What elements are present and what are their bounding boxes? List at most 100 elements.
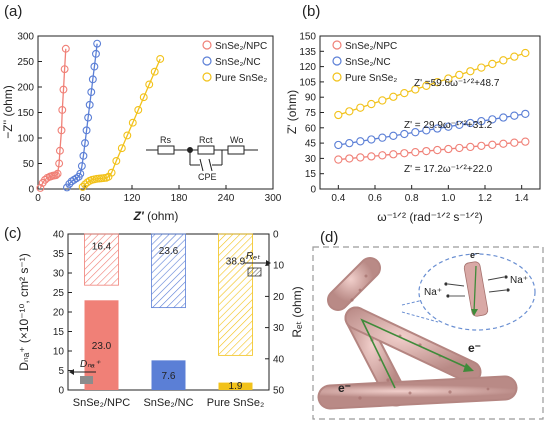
y-tick-label: 200 bbox=[17, 83, 34, 94]
fit-equation-npc: Z' = 17.2ω⁻¹ᐟ²+22.0 bbox=[404, 164, 493, 175]
bar-dna-snse-npc bbox=[84, 300, 119, 390]
legend-entry-npc-b: SnSe₂/NPC bbox=[345, 41, 397, 52]
y-tick-label: 100 bbox=[17, 134, 34, 145]
data-point-pure-snse bbox=[107, 168, 116, 177]
y-tick-label-right: 20 bbox=[273, 292, 285, 303]
x-tick-label: 0.8 bbox=[405, 193, 419, 204]
data-point-snse-nc bbox=[87, 88, 96, 97]
data-point-snse-nc bbox=[400, 129, 409, 139]
legend-rct: Rₑₜ bbox=[244, 251, 271, 277]
data-point-snse-npc bbox=[444, 144, 453, 154]
data-point-snse-npc bbox=[433, 145, 442, 155]
bar-rct-snse-nc bbox=[151, 233, 186, 309]
data-point-snse-npc bbox=[422, 146, 431, 156]
y-tick-label-left: 30 bbox=[53, 269, 65, 280]
fit-equation-nc: Z' = 29.9ω⁻¹ᐟ²+31.2 bbox=[404, 120, 493, 131]
bars-group-c: 16.4 23.0 23.6 7.6 38.9 1.9 bbox=[84, 233, 253, 392]
data-point-snse-nc bbox=[466, 118, 475, 128]
data-point-snse-npc bbox=[60, 65, 69, 74]
panel-label-c: (c) bbox=[4, 225, 22, 242]
bar-label-dna: 23.0 bbox=[92, 341, 112, 352]
sodium-label-right: Na⁺ bbox=[510, 275, 528, 286]
data-point-pure-snse bbox=[83, 178, 92, 187]
circuit-label-wo: Wo bbox=[230, 135, 243, 145]
data-point-snse-nc bbox=[81, 139, 89, 148]
data-point-snse-nc bbox=[82, 126, 91, 135]
data-point-snse-nc bbox=[72, 174, 81, 183]
x-tick-label: 1.2 bbox=[478, 193, 492, 204]
data-point-pure-snse bbox=[145, 80, 154, 89]
x-tick-label: 0.6 bbox=[368, 193, 382, 204]
x-tick-label: 60 bbox=[79, 193, 91, 204]
legend-marker-pure-a bbox=[202, 72, 212, 82]
data-point-pure-snse bbox=[433, 78, 442, 87]
y-tick-label-left: 10 bbox=[53, 347, 65, 358]
y-tick-label-left: 20 bbox=[53, 308, 65, 319]
data-point-pure-snse bbox=[444, 74, 453, 83]
data-point-snse-nc bbox=[510, 111, 519, 120]
data-point-snse-nc bbox=[488, 115, 497, 124]
data-point-pure-snse bbox=[156, 54, 165, 63]
fit-equation-pure: Z' =59.6ω⁻¹ᐟ²+48.7 bbox=[414, 78, 500, 89]
zoom-bubble bbox=[401, 253, 536, 331]
data-point-snse-npc bbox=[55, 159, 64, 168]
y-ticks-right-c: 0 10 20 30 40 50 bbox=[265, 230, 285, 397]
y-tick-label: 75 bbox=[305, 108, 317, 119]
data-point-snse-nc bbox=[499, 113, 508, 122]
fit-line-snse-npc bbox=[338, 141, 526, 161]
legend-entry-pure-a: Pure SnSe₂ bbox=[215, 73, 267, 84]
bubble-electron-label: e⁻ bbox=[470, 250, 480, 260]
data-point-snse-npc bbox=[488, 140, 497, 149]
bar-label-dna: 7.6 bbox=[162, 371, 176, 382]
y-tick-label: 0 bbox=[28, 185, 34, 196]
legend-b: SnSe₂/NPC SnSe₂/NC Pure SnSe₂ bbox=[332, 40, 397, 84]
x-tick-label: 240 bbox=[218, 193, 235, 204]
data-point-snse-npc bbox=[400, 149, 409, 158]
x-tick-label: 1.4 bbox=[515, 193, 529, 204]
data-point-pure-snse bbox=[378, 96, 387, 105]
data-point-pure-snse bbox=[499, 56, 508, 65]
data-point-pure-snse bbox=[150, 67, 159, 76]
legend-marker-pure-b bbox=[332, 72, 342, 82]
data-point-snse-npc bbox=[389, 150, 398, 159]
data-point-snse-nc bbox=[65, 179, 74, 188]
data-point-snse-npc bbox=[466, 142, 475, 152]
data-point-snse-nc bbox=[455, 120, 464, 129]
data-point-pure-snse bbox=[466, 67, 475, 76]
panel-label-d: (d) bbox=[320, 229, 338, 246]
y-tick-label-left: 35 bbox=[53, 249, 65, 260]
y-axis-label-left-c: Dₙₐ⁺ (×10⁻¹⁰, cm² s⁻¹) bbox=[17, 253, 31, 370]
x-tick-label: 1.0 bbox=[441, 193, 455, 204]
data-point-snse-nc bbox=[79, 151, 88, 160]
data-point-pure-snse bbox=[510, 52, 519, 61]
electron-arrow bbox=[463, 363, 474, 372]
data-point-snse-npc bbox=[411, 148, 420, 157]
y-tick-label: 15 bbox=[305, 169, 317, 180]
y-tick-label: 60 bbox=[305, 123, 317, 134]
legend-marker-npc-a bbox=[202, 40, 212, 50]
fit-line-snse-nc bbox=[66, 43, 98, 188]
equivalent-circuit bbox=[146, 145, 258, 172]
legend-entry-nc-a: SnSe₂/NC bbox=[215, 57, 261, 68]
bar-label-rct: 38.9 bbox=[226, 257, 246, 268]
panel-label-b: (b) bbox=[302, 3, 320, 20]
y-tick-label-left: 25 bbox=[53, 288, 65, 299]
data-point-snse-npc bbox=[52, 171, 60, 180]
data-point-snse-npc bbox=[521, 137, 530, 146]
data-point-pure-snse bbox=[422, 81, 431, 90]
legend-entry-pure-b: Pure SnSe₂ bbox=[345, 73, 397, 84]
category-labels-c: SnSe₂/NPC SnSe₂/NC Pure SnSe₂ bbox=[73, 397, 264, 409]
fit-line-snse-npc bbox=[39, 48, 67, 189]
data-point-snse-npc bbox=[345, 154, 354, 163]
data-point-snse-npc bbox=[36, 184, 45, 192]
data-point-snse-nc bbox=[77, 162, 86, 171]
y-ticks-b: 0 15 30 45 60 75 90 105 120 135 150 bbox=[299, 32, 324, 196]
data-point-snse-nc bbox=[88, 75, 97, 84]
bar-dna-pure-snse bbox=[218, 382, 253, 390]
data-point-snse-npc bbox=[59, 85, 68, 94]
legend-entry-nc-b: SnSe₂/NC bbox=[345, 57, 391, 68]
bar-label-rct: 23.6 bbox=[159, 246, 179, 257]
y-tick-label: 30 bbox=[305, 154, 317, 165]
legend-marker-nc-b bbox=[332, 56, 342, 66]
y-tick-label: 0 bbox=[310, 185, 316, 196]
